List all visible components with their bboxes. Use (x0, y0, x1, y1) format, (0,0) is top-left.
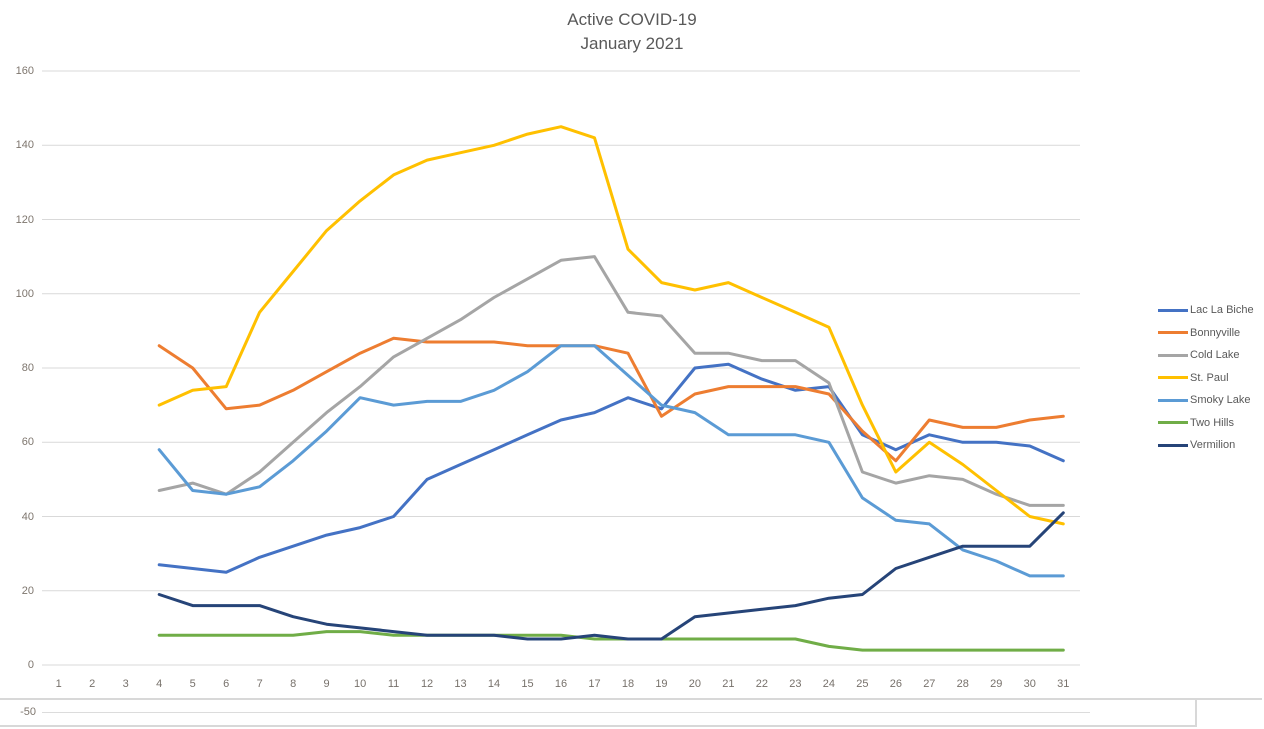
series-line-bonnyville[interactable] (157, 336, 1065, 463)
legend-label: Two Hills (1190, 416, 1235, 429)
series-line-vermilion[interactable] (157, 511, 1065, 641)
lower-chart-fragment: -50 (0, 700, 1197, 727)
legend-swatch (1158, 353, 1188, 357)
legend-item-vermilion[interactable]: Vermilion (1158, 434, 1262, 457)
x-tick-label: 27 (923, 678, 936, 690)
series-line-smoky-lake[interactable] (157, 344, 1065, 578)
legend-swatch (1158, 443, 1188, 447)
y-tick-label: 20 (21, 584, 34, 597)
x-tick-label: 2 (89, 678, 96, 690)
x-tick-label: 14 (487, 678, 501, 690)
y-tick-label: 140 (15, 139, 34, 152)
x-tick-label: 19 (655, 678, 668, 690)
x-tick-label: 10 (353, 678, 367, 690)
x-tick-label: 22 (755, 678, 769, 690)
x-tick-label: 8 (290, 678, 297, 690)
x-tick-label: 25 (856, 678, 869, 690)
legend-item-two-hills[interactable]: Two Hills (1158, 412, 1262, 435)
legend-item-st-paul[interactable]: St. Paul (1158, 367, 1262, 390)
x-tick-label: 13 (454, 678, 467, 690)
x-tick-label: 20 (688, 678, 702, 690)
y-tick-label: 60 (21, 436, 34, 449)
x-tick-label: 11 (387, 678, 400, 690)
legend-label: St. Paul (1190, 371, 1229, 384)
x-tick-label: 16 (554, 678, 568, 690)
legend-label: Lac La Biche (1190, 304, 1254, 317)
y-tick-label: 100 (15, 287, 34, 300)
lower-chart-y-tick-label: -50 (20, 706, 36, 718)
y-tick-label: 0 (27, 659, 34, 671)
x-tick-label: 15 (521, 678, 534, 690)
legend-item-smoky-lake[interactable]: Smoky Lake (1158, 389, 1262, 412)
x-tick-label: 28 (956, 678, 969, 690)
x-tick-label: 1 (55, 678, 62, 690)
x-tick-label: 9 (323, 678, 330, 690)
x-tick-label: 18 (621, 678, 635, 690)
x-tick-label: 12 (420, 678, 434, 690)
x-tick-label: 5 (189, 678, 196, 690)
lower-chart-gridline (42, 712, 1090, 713)
y-tick-label: 40 (21, 510, 34, 523)
chart-subtitle: January 2021 (580, 34, 684, 53)
series-line-lac-la-biche[interactable] (157, 362, 1065, 574)
chart-title-block: Active COVID-19 January 2021 (0, 8, 1264, 56)
x-tick-label: 17 (588, 678, 601, 690)
x-tick-label: 6 (223, 678, 230, 690)
y-tick-label: 160 (15, 65, 34, 77)
x-tick-label: 7 (256, 678, 263, 690)
legend-label: Bonnyville (1190, 326, 1241, 339)
series-line-cold-lake[interactable] (157, 255, 1065, 507)
legend-swatch (1158, 421, 1188, 425)
x-tick-label: 23 (789, 678, 802, 690)
chart-legend: Lac La Biche Bonnyville Cold Lake St. Paul S… (1158, 299, 1262, 457)
chart-title: Active COVID-19 (567, 10, 697, 29)
legend-swatch (1158, 376, 1188, 380)
legend-swatch (1158, 308, 1188, 312)
y-tick-label: 120 (15, 213, 34, 226)
legend-swatch (1158, 398, 1188, 402)
series-line-st-paul[interactable] (157, 125, 1065, 526)
legend-label: Smoky Lake (1190, 394, 1251, 407)
x-tick-label: 24 (822, 678, 835, 690)
legend-item-lac-la-biche[interactable]: Lac La Biche (1158, 299, 1262, 322)
x-tick-label: 30 (1023, 678, 1036, 690)
y-tick-label: 80 (21, 362, 34, 374)
legend-swatch (1158, 331, 1188, 335)
legend-item-bonnyville[interactable]: Bonnyville (1158, 322, 1262, 345)
chart-border-bottom (0, 698, 1262, 700)
legend-label: Cold Lake (1190, 349, 1240, 362)
series-line-two-hills[interactable] (157, 630, 1065, 652)
x-tick-label: 31 (1057, 678, 1070, 690)
x-tick-label: 26 (889, 678, 902, 690)
x-tick-label: 3 (122, 678, 129, 690)
legend-item-cold-lake[interactable]: Cold Lake (1158, 344, 1262, 367)
x-tick-label: 21 (722, 678, 735, 690)
x-tick-label: 4 (156, 678, 163, 690)
x-tick-label: 29 (990, 678, 1003, 690)
legend-label: Vermilion (1190, 439, 1236, 452)
